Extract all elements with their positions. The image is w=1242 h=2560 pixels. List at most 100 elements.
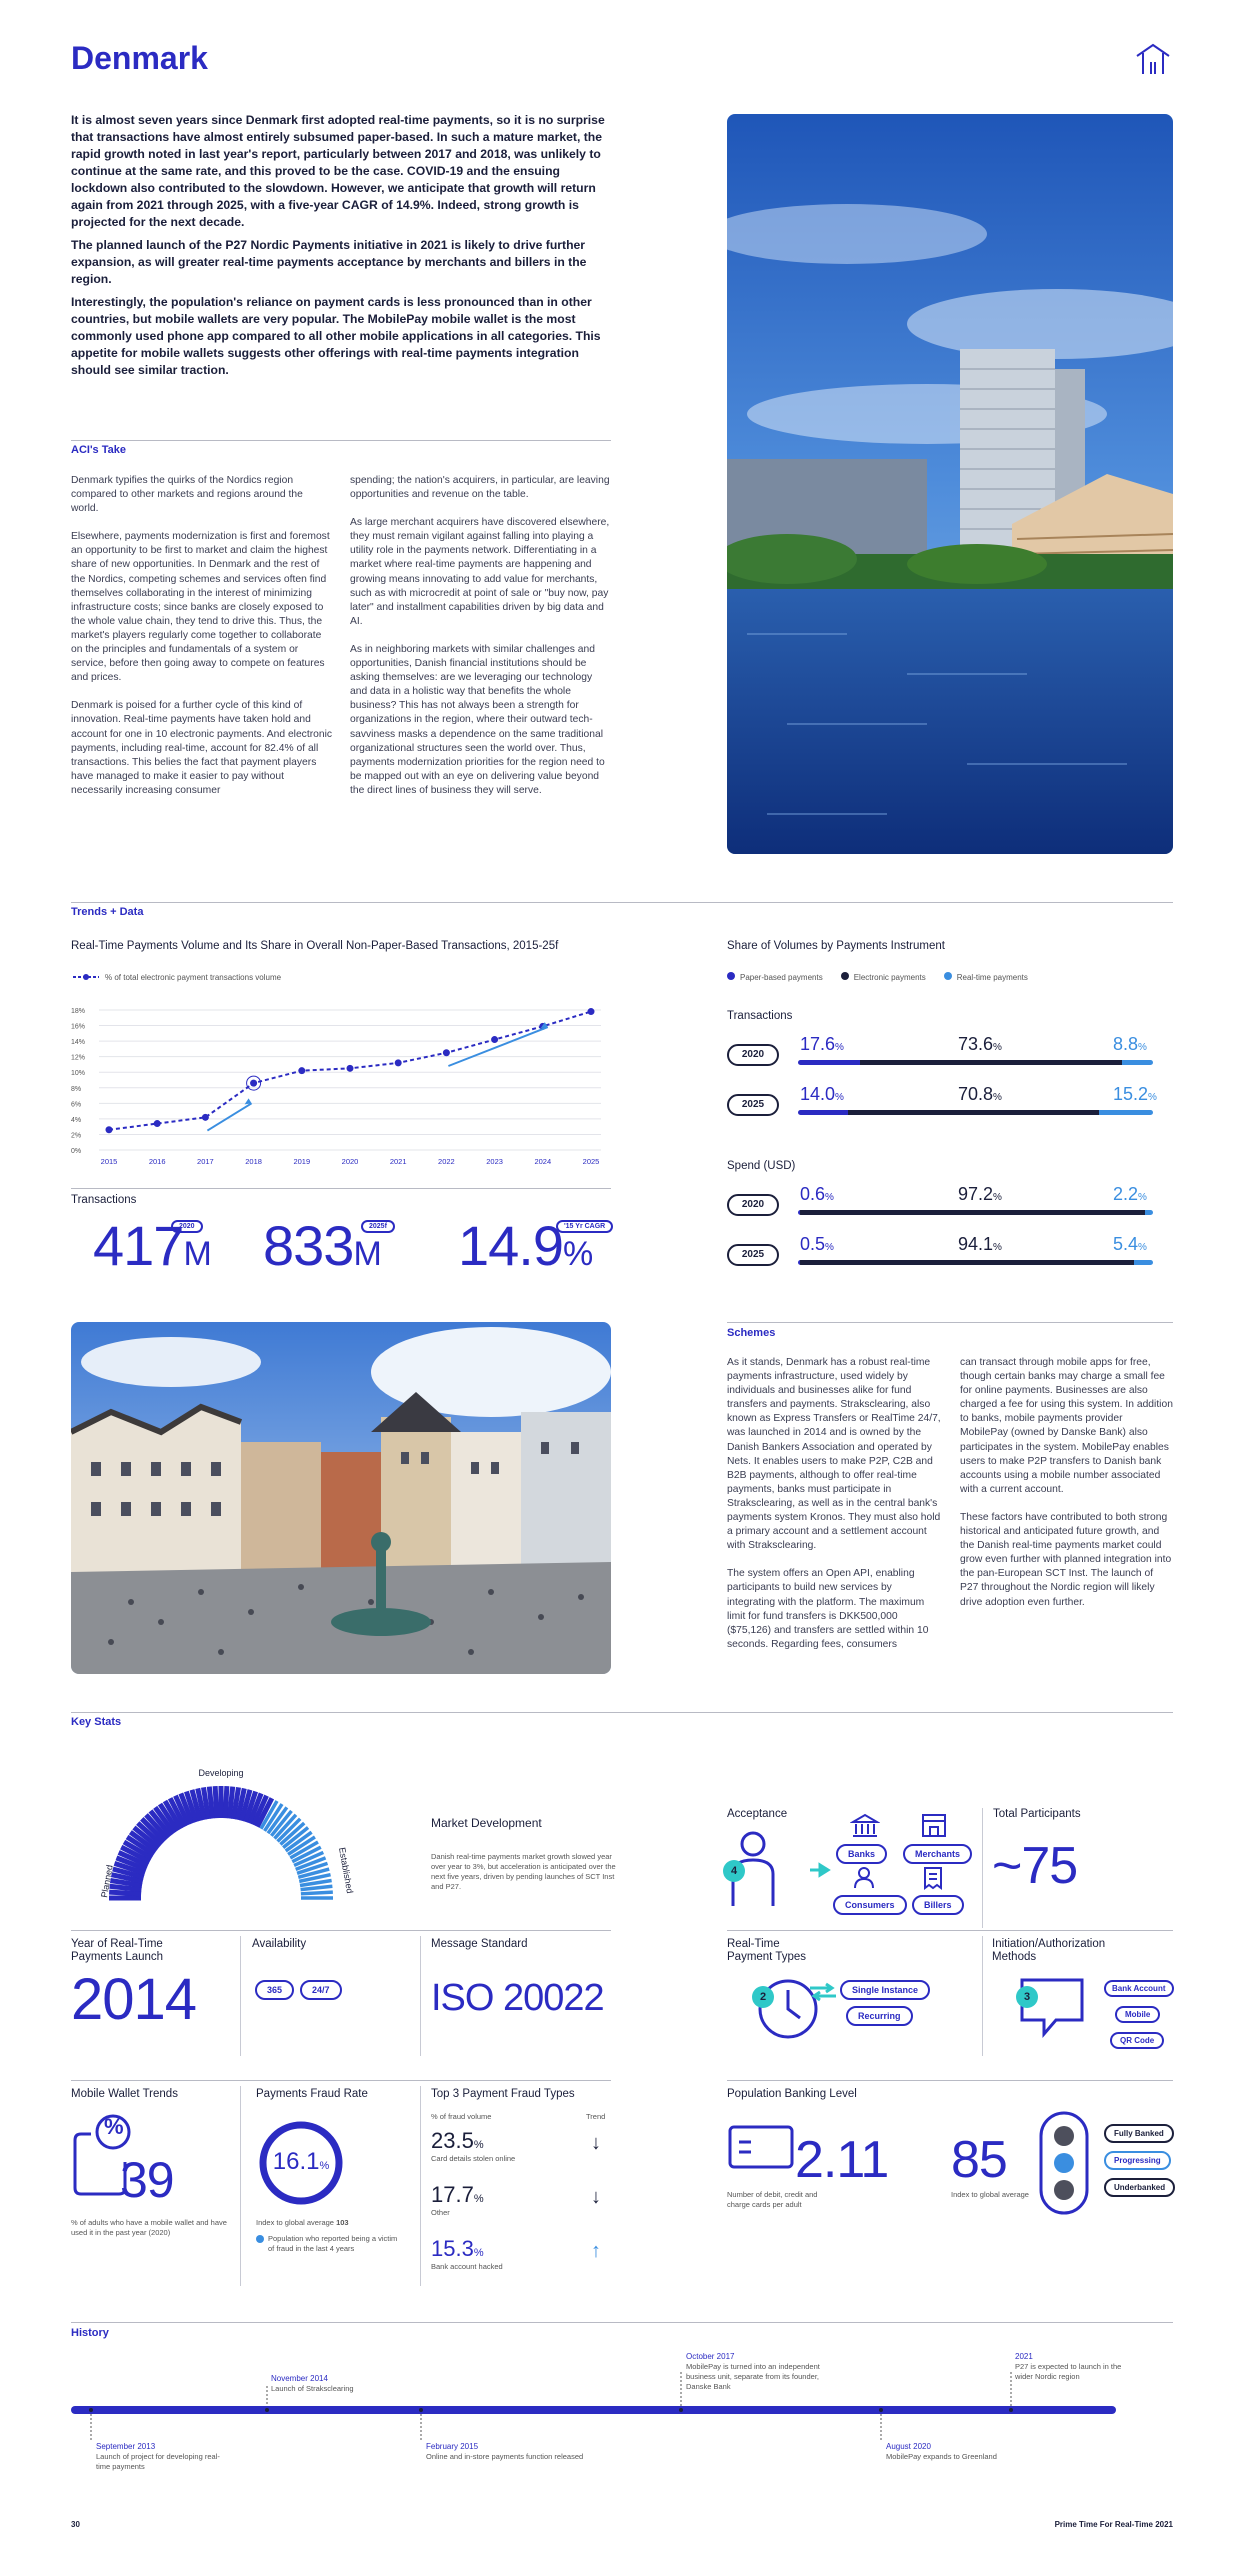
gauge-tick bbox=[178, 1792, 195, 1825]
home-icon[interactable] bbox=[1134, 42, 1172, 76]
gauge-tick bbox=[132, 1825, 161, 1850]
gauge-tick bbox=[276, 1817, 302, 1843]
gauge-tick bbox=[243, 1790, 258, 1823]
schemes-heading: Schemes bbox=[727, 1327, 776, 1339]
fraud-value: 17.7% bbox=[431, 2182, 484, 2207]
x-tick-label: 2015 bbox=[101, 1157, 118, 1166]
gauge-tick bbox=[269, 1809, 293, 1837]
y-tick-label: 0% bbox=[71, 1148, 81, 1155]
launch-label: Year of Real-Time Payments Launch bbox=[71, 1938, 164, 1963]
photo-copenhagen-square bbox=[71, 1322, 611, 1674]
availability-pills: 365 24/7 bbox=[255, 1980, 342, 2000]
stacked-bar bbox=[798, 1060, 1153, 1065]
data-point bbox=[250, 1079, 258, 1087]
year-pill: 2025 bbox=[727, 1094, 779, 1116]
legend-item: Electronic payments bbox=[840, 972, 926, 982]
fraud-name: Card details stolen online bbox=[431, 2154, 516, 2163]
highlight-ring bbox=[246, 1075, 262, 1091]
trend-arrow bbox=[448, 1026, 549, 1067]
page-number: 30 bbox=[71, 2520, 80, 2529]
stat-tag: 2025f bbox=[361, 1220, 395, 1233]
aci-paragraph: Elsewhere, payments modernization is fir… bbox=[71, 531, 330, 684]
gauge-tick bbox=[173, 1794, 191, 1826]
fraud-type-item: 17.7% Other ↓ bbox=[431, 2182, 611, 2236]
index-value: 85 bbox=[951, 2131, 1008, 2189]
gauge-tick bbox=[231, 1786, 241, 1820]
divider bbox=[982, 1936, 983, 2056]
mobile-wallet-icon bbox=[73, 2114, 131, 2196]
gauge-tick bbox=[117, 1850, 149, 1868]
history-event: August 2020 MobilePay expands to Greenlan… bbox=[886, 2442, 997, 2461]
x-tick-label: 2023 bbox=[486, 1157, 503, 1166]
x-tick-label: 2016 bbox=[149, 1157, 166, 1166]
availability-item: 24/7 bbox=[300, 1980, 342, 2000]
bar-segment bbox=[798, 1210, 801, 1215]
type-item: Single Instance bbox=[840, 1980, 931, 2000]
acceptance-item: Billers bbox=[912, 1895, 964, 1915]
divider bbox=[71, 2080, 611, 2081]
y-tick-label: 8% bbox=[71, 1086, 81, 1093]
fraud-ring bbox=[259, 2121, 343, 2205]
share-row: 2025 0.5% 94.1% 5.4% bbox=[727, 1232, 1173, 1276]
acceptance-item: Merchants bbox=[903, 1844, 973, 1864]
fraud-value: 16.1% bbox=[272, 2148, 330, 2175]
cards-note: Number of debit, credit and charge cards… bbox=[727, 2190, 818, 2209]
gauge-tick bbox=[109, 1878, 143, 1888]
aci-paragraph: As large merchant acquirers have discove… bbox=[350, 517, 610, 627]
y-tick-label: 14% bbox=[71, 1039, 85, 1046]
fraud-victims-note: Population who reported being a victim o… bbox=[256, 2234, 401, 2254]
divider bbox=[71, 1712, 1173, 1713]
data-point bbox=[442, 1049, 450, 1057]
gauge-tick bbox=[247, 1792, 264, 1825]
aci-heading: ACI's Take bbox=[71, 444, 126, 456]
schemes-paragraph: The system offers an Open API, enabling … bbox=[727, 1568, 929, 1650]
year-pill: 2020 bbox=[727, 1194, 779, 1216]
x-tick-label: 2019 bbox=[293, 1157, 310, 1166]
trend-arrow bbox=[206, 1102, 253, 1132]
gauge-tick bbox=[195, 1787, 207, 1821]
stat-2025: 833M 2025f bbox=[263, 1218, 458, 1282]
aci-column-1: Denmark typifies the quirks of the Nordi… bbox=[71, 474, 333, 812]
gauge-tick bbox=[189, 1789, 203, 1822]
gauge-tick bbox=[128, 1830, 158, 1853]
gauge-tick bbox=[201, 1786, 211, 1820]
gauge-tick bbox=[293, 1850, 325, 1868]
y-tick-label: 4% bbox=[71, 1117, 81, 1124]
y-tick-label: 2% bbox=[71, 1132, 81, 1139]
arrow-up-icon: ↑ bbox=[591, 2240, 601, 2262]
fraud-index-note: Index to global average 103 bbox=[256, 2218, 349, 2227]
gauge-tick bbox=[299, 1878, 332, 1888]
gauge-tick bbox=[235, 1787, 247, 1821]
data-point bbox=[298, 1067, 306, 1075]
fraudtypes-sub: % of fraud volume bbox=[431, 2112, 492, 2121]
history-timeline bbox=[71, 2372, 1116, 2440]
bar-segment bbox=[1133, 1260, 1153, 1265]
percent-symbol: % bbox=[104, 2114, 124, 2139]
legend-label: % of total electronic payment transactio… bbox=[105, 972, 282, 982]
value-label: 15.2% bbox=[1113, 1084, 1157, 1104]
x-tick-label: 2025 bbox=[583, 1157, 600, 1166]
aci-column-2: spending; the nation's acquirers, in par… bbox=[350, 474, 612, 812]
gauge-tick bbox=[162, 1799, 184, 1830]
stat-unit: % bbox=[563, 1235, 593, 1273]
fraud-type-item: 23.5% Card details stolen online ↓ bbox=[431, 2128, 611, 2182]
method-item: Mobile bbox=[1115, 2006, 1161, 2023]
x-tick-label: 2022 bbox=[438, 1157, 455, 1166]
line-chart-legend: % of total electronic payment transactio… bbox=[71, 972, 281, 982]
bar-segment bbox=[799, 1260, 1134, 1265]
intro-text: It is almost seven years since Denmark f… bbox=[71, 112, 611, 385]
gauge-tick bbox=[282, 1826, 310, 1850]
share-legend: Paper-based payments Electronic payments… bbox=[727, 972, 1028, 982]
wallet-value: 39 bbox=[120, 2152, 175, 2208]
transactions-stats: 417M 2020 833M 2025f 14.9% '15 Yr CAGR bbox=[93, 1218, 638, 1282]
divider bbox=[71, 2322, 1173, 2323]
stacked-bar bbox=[798, 1210, 1153, 1215]
bar-segment bbox=[860, 1060, 1122, 1065]
group-label: Spend (USD) bbox=[727, 1160, 796, 1172]
share-row: 2020 0.6% 97.2% 2.2% bbox=[727, 1182, 1173, 1226]
y-tick-label: 12% bbox=[71, 1055, 85, 1062]
intro-paragraph: It is almost seven years since Denmark f… bbox=[71, 113, 605, 229]
wallet-label: Mobile Wallet Trends bbox=[71, 2088, 178, 2100]
trend-sub: Trend bbox=[586, 2112, 606, 2121]
methods-count-badge: 3 bbox=[1016, 1986, 1038, 2008]
